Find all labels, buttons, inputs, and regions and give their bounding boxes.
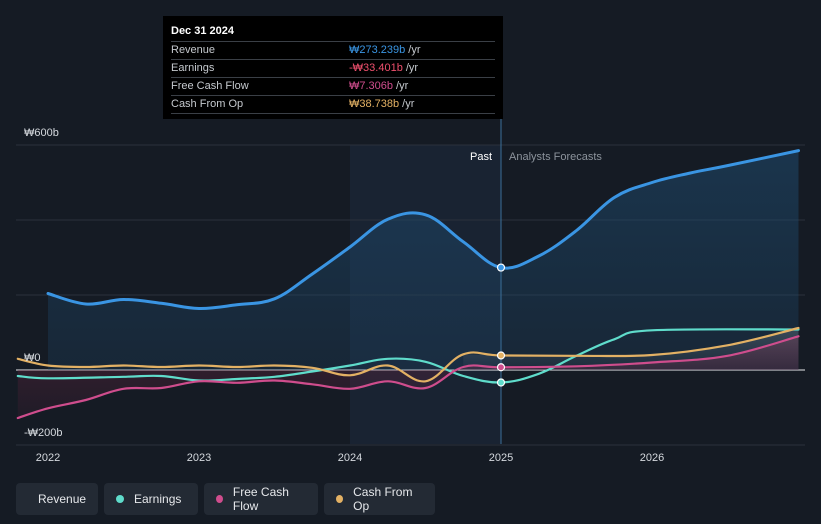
revenue-area — [48, 150, 799, 370]
tooltip-row-cash-from-op: Cash From Op ₩38.738b /yr — [171, 95, 495, 114]
x-tick-label: 2024 — [338, 452, 362, 464]
legend-label: Revenue — [38, 492, 87, 506]
tooltip-row-free-cash-flow: Free Cash Flow ₩7.306b /yr — [171, 77, 495, 95]
tooltip-value: ₩7.306b — [349, 80, 394, 92]
tooltip-unit: /yr — [408, 44, 421, 56]
tooltip-unit: /yr — [405, 62, 419, 74]
tooltip-value: ₩38.738b — [349, 98, 400, 110]
series-line-earnings — [16, 328, 800, 384]
earnings-dot-icon — [116, 495, 124, 503]
tooltip-label: Cash From Op — [171, 98, 244, 110]
marker-cash-from-op — [496, 351, 506, 360]
tooltip-date: Dec 31 2024 — [171, 25, 234, 37]
legend-label: Earnings — [134, 492, 182, 506]
hover-tooltip: Dec 31 2024 Revenue ₩273.239b /yr Earnin… — [163, 16, 503, 119]
tooltip-label: Revenue — [171, 44, 216, 56]
legend-label: Cash From Op — [353, 485, 413, 513]
marker-free-cash-flow — [496, 363, 506, 372]
series-line-cash-from-op — [16, 326, 800, 383]
series-line-free-cash-flow — [16, 335, 800, 420]
legend-item-cash-from-op[interactable]: Cash From Op — [324, 483, 435, 515]
past-label: Past — [470, 151, 492, 163]
marker-earnings — [496, 378, 506, 387]
y-tick-label: -₩200b — [24, 427, 63, 439]
legend-item-earnings[interactable]: Earnings — [104, 483, 198, 515]
tooltip-row-earnings: Earnings -₩33.401b /yr — [171, 59, 495, 77]
free-cash-flow-dot-icon — [216, 495, 223, 503]
tooltip-unit: /yr — [396, 80, 409, 92]
cash-from-op-dot-icon — [336, 495, 344, 503]
forecast-label: Analysts Forecasts — [509, 151, 602, 163]
marker-revenue — [496, 263, 506, 272]
tooltip-label: Earnings — [171, 62, 215, 74]
legend-item-revenue[interactable]: Revenue — [16, 483, 98, 515]
tooltip-row-revenue: Revenue ₩273.239b /yr — [171, 41, 495, 59]
cash-from-op-area — [463, 328, 799, 370]
tooltip-value: ₩273.239b — [349, 44, 406, 56]
legend-item-free-cash-flow[interactable]: Free Cash Flow — [204, 483, 318, 515]
tooltip-value: -₩33.401b — [349, 62, 403, 74]
series-line-revenue — [46, 149, 800, 311]
x-tick-label: 2022 — [36, 452, 60, 464]
y-tick-label: ₩600b — [24, 127, 59, 139]
x-tick-label: 2023 — [187, 452, 211, 464]
legend: Revenue Earnings Free Cash Flow Cash Fro… — [16, 483, 435, 515]
free-cash-flow-area — [17, 336, 799, 418]
y-tick-label: ₩0 — [24, 352, 41, 364]
x-tick-label: 2025 — [489, 452, 513, 464]
tooltip-unit: /yr — [402, 98, 415, 110]
legend-label: Free Cash Flow — [232, 485, 289, 513]
tooltip-label: Free Cash Flow — [171, 80, 249, 92]
x-tick-label: 2026 — [640, 452, 664, 464]
